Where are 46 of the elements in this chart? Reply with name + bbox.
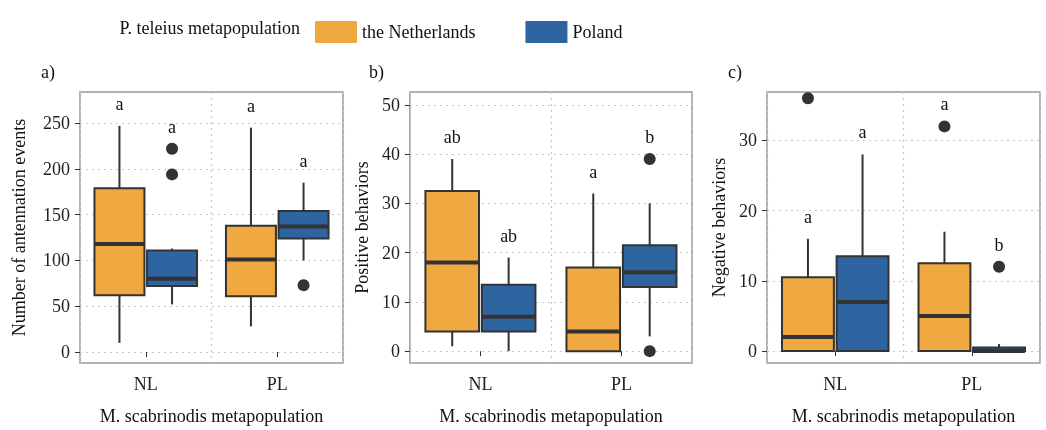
annotation: ab — [443, 127, 461, 148]
annotation: a — [299, 150, 308, 171]
x-tick-label: NL — [468, 374, 493, 394]
x-tick-label: PL — [961, 374, 983, 394]
legend-label: Poland — [572, 22, 623, 42]
y-tick-label: 40 — [381, 144, 400, 165]
chart-title: b) — [369, 62, 384, 83]
annotation: a — [115, 93, 124, 114]
annotation: a — [168, 116, 177, 137]
annotation: a — [940, 94, 949, 115]
y-tick-label: 10 — [739, 270, 757, 291]
x-axis-title: M. scabrinodis metapopulation — [99, 406, 324, 426]
x-axis-title: M. scabrinodis metapopulation — [439, 406, 663, 426]
y-tick-label: 150 — [43, 204, 70, 225]
x-tick-label: NL — [133, 374, 158, 394]
y-tick-label: 200 — [43, 158, 70, 179]
annotation: a — [858, 122, 867, 143]
y-tick-label: 30 — [381, 193, 400, 214]
legend-title: P. teleius metapopulation — [119, 18, 301, 38]
annotation: ab — [500, 225, 518, 246]
annotation: a — [803, 206, 812, 227]
y-tick-label: 20 — [381, 242, 400, 263]
y-tick-label: 10 — [381, 291, 400, 312]
y-tick-label: 250 — [43, 113, 70, 134]
y-axis-title: Number of antennation events — [9, 118, 29, 337]
y-tick-label: 50 — [381, 94, 400, 115]
y-tick-label: 0 — [61, 342, 70, 363]
annotation: a — [246, 95, 255, 116]
annotation: a — [589, 161, 598, 182]
annotation: b — [994, 234, 1004, 255]
y-axis-title: Positive behaviors — [352, 161, 372, 294]
chart-title: c) — [728, 62, 742, 83]
x-tick-label: PL — [610, 374, 632, 394]
x-axis-title: M. scabrinodis metapopulation — [791, 406, 1016, 426]
y-tick-label: 0 — [748, 341, 757, 362]
annotation: b — [645, 127, 655, 148]
y-tick-label: 20 — [739, 200, 757, 221]
y-axis-title: Negative behaviors — [709, 157, 729, 298]
chart-title: a) — [41, 62, 55, 83]
y-tick-label: 0 — [390, 341, 400, 362]
y-tick-label: 30 — [739, 130, 757, 151]
x-tick-label: NL — [823, 374, 848, 394]
y-tick-label: 50 — [52, 296, 70, 317]
x-tick-label: PL — [266, 374, 288, 394]
legend-label: the Netherlands — [362, 22, 476, 42]
y-tick-label: 100 — [43, 250, 70, 271]
